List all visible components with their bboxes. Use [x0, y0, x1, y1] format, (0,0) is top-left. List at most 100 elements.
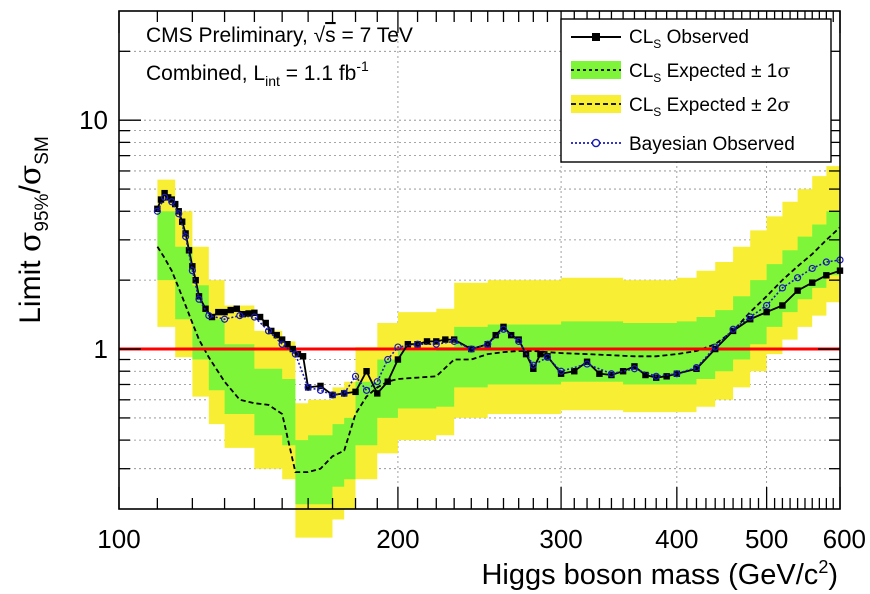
- bayesian-point: [413, 340, 422, 348]
- legend-observed-label: CLS Observed: [629, 27, 749, 51]
- legend-observed-sub: S: [653, 37, 661, 51]
- bayesian-point: [778, 284, 787, 292]
- observed-point: [663, 373, 670, 380]
- legend-band2-pre: CL: [629, 95, 653, 116]
- plot-border: [118, 10, 841, 510]
- bands: [157, 157, 840, 538]
- observed-point: [245, 310, 252, 317]
- bayesian-point: [467, 345, 475, 353]
- legend-bayes-marker: [591, 138, 601, 148]
- y-axis-title-sigma2: σ: [13, 165, 48, 185]
- legend-band1-label: CLS Expected ± 1σ: [629, 60, 790, 85]
- observed-point: [515, 336, 522, 343]
- annotation-sqrt: √: [314, 24, 326, 47]
- observed-point: [340, 390, 348, 397]
- observed-point: [653, 374, 660, 381]
- observed-point: [404, 340, 412, 348]
- observed-point: [185, 247, 193, 254]
- bayesian-point: [484, 340, 492, 348]
- observed-point: [256, 313, 264, 321]
- observed-point: [608, 371, 615, 379]
- annotation-lumi-b: = 1.1 fb: [280, 62, 356, 85]
- observed-point: [215, 308, 222, 316]
- observed-point: [374, 390, 381, 397]
- observed-point: [794, 287, 801, 294]
- observed-point: [363, 368, 370, 375]
- annotation-cms-a: CMS Preliminary,: [146, 24, 314, 47]
- legend-band2-label: CLS Expected ± 2σ: [629, 94, 790, 119]
- y-tick-label: 10: [79, 105, 108, 135]
- y-axis-title-sigma1: σ: [13, 232, 48, 252]
- observed-point: [178, 218, 186, 225]
- expected-1sigma-band: [157, 197, 840, 505]
- bayesian-point: [794, 274, 802, 282]
- annotation-lumi: Combined, Lint = 1.1 fb-1: [146, 58, 369, 89]
- legend-observed-pre: CL: [629, 27, 653, 48]
- bayesian-point: [195, 295, 203, 303]
- observed-point: [394, 356, 402, 363]
- y-axis-title-sub95: 95%: [32, 193, 53, 231]
- bayesian-point: [394, 343, 402, 351]
- bayesian-points: [153, 193, 844, 399]
- legend-band1-sym: σ: [777, 60, 790, 82]
- bayesian-point: [432, 340, 440, 348]
- observed-point: [161, 189, 168, 197]
- bayesian-point: [373, 378, 381, 386]
- observed-point: [596, 370, 603, 377]
- observed-point: [304, 384, 312, 391]
- bayesian-point: [291, 350, 299, 358]
- observed-point: [278, 336, 286, 343]
- bayesian-point: [168, 198, 176, 206]
- observed-point: [233, 305, 240, 312]
- observed-point: [711, 345, 719, 353]
- bayesian-point: [711, 343, 719, 351]
- bayesian-point: [529, 361, 537, 369]
- observed-point: [809, 279, 816, 286]
- y-axis-title: Limit σ95%/σSM: [13, 136, 53, 324]
- bayesian-point: [763, 301, 771, 310]
- observed-point: [423, 338, 431, 345]
- observed-point: [693, 365, 700, 372]
- legend-band1-sub: S: [653, 71, 661, 85]
- bayesian-point: [340, 389, 348, 397]
- bayesian-point: [607, 370, 616, 378]
- bayesian-point: [362, 386, 371, 394]
- bayesian-point: [692, 363, 701, 372]
- bayesian-point: [729, 325, 737, 333]
- annotation-cms-b: = 7 TeV: [336, 24, 413, 47]
- legend-observed-marker: [592, 33, 600, 41]
- tick-labels: 100 200 300 400 500 600 1 10: [79, 105, 866, 554]
- x-tick-label: 500: [745, 524, 788, 554]
- observed-point: [619, 368, 627, 375]
- observed-point: [284, 340, 291, 348]
- observed-point: [642, 371, 649, 379]
- observed-point: [384, 378, 391, 385]
- y-tick-label: 1: [94, 334, 108, 364]
- legend-observed-post: Observed: [661, 27, 749, 48]
- legend-band2-sub: S: [653, 105, 661, 119]
- legend: CLS Observed CLS Expected ± 1σ CLS Expec…: [560, 18, 832, 163]
- observed-point: [352, 388, 359, 396]
- bayesian-point: [557, 367, 565, 375]
- bayesian-point: [583, 360, 591, 368]
- legend-band1-post: Expected ± 1: [661, 61, 777, 82]
- observed-point: [823, 272, 830, 279]
- observed-point: [227, 306, 234, 314]
- bayesian-point: [264, 327, 273, 335]
- x-axis-title-close: ): [828, 559, 838, 591]
- observed-point: [168, 196, 175, 203]
- bayesian-point: [808, 264, 816, 273]
- x-tick-label: 300: [539, 524, 582, 554]
- observed-point: [729, 327, 737, 335]
- bayesian-point: [673, 370, 681, 378]
- observed-point: [544, 353, 551, 360]
- observed-point: [747, 316, 754, 323]
- bayesian-point: [351, 372, 360, 380]
- bayesian-point: [543, 353, 552, 361]
- annotation-lumi-sup: -1: [356, 58, 369, 74]
- y-axis-title-slash: /: [14, 185, 47, 194]
- bayesian-point: [250, 313, 258, 321]
- observed-point: [172, 200, 179, 208]
- bayesian-point: [652, 372, 660, 380]
